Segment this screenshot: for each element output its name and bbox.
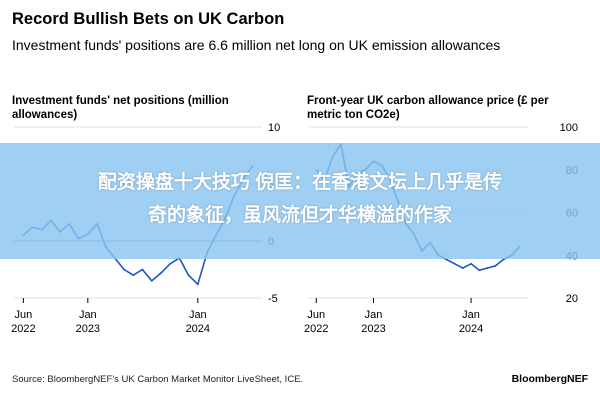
left-x-tick-label: 2023	[76, 323, 100, 335]
left-data-point	[187, 274, 190, 277]
left-data-point	[123, 268, 125, 271]
right-data-point	[494, 265, 497, 267]
left-x-tick-label: 2024	[186, 323, 210, 335]
overlay-banner: 配资操盘十大技巧 倪匡：在香港文坛上几乎是传 奇的象征，虽风流但才华横溢的作家	[0, 143, 600, 259]
left-data-point	[150, 280, 153, 282]
right-y-tick-label: 20	[566, 293, 578, 305]
right-x-tick-label: Jan	[365, 309, 383, 321]
right-data-point	[478, 269, 481, 272]
right-data-point	[461, 267, 464, 269]
left-x-tick-label: 2022	[11, 323, 35, 335]
right-data-point	[502, 258, 505, 261]
right-data-point	[486, 267, 489, 269]
left-x-tick-label: Jan	[79, 309, 97, 321]
left-x-tick-label: Jun	[14, 309, 32, 321]
left-data-point	[132, 274, 135, 277]
right-x-tick-label: Jan	[462, 309, 480, 321]
left-data-point	[169, 262, 171, 265]
right-data-point	[470, 262, 472, 265]
left-data-point	[160, 272, 162, 274]
right-x-tick-label: 2023	[361, 323, 385, 335]
left-panel-title: Investment funds' net positions (million…	[12, 95, 229, 121]
page-subtitle: Investment funds' positions are 6.6 mill…	[12, 37, 501, 53]
right-x-tick-label: 2024	[459, 323, 483, 335]
page-title: Record Bullish Bets on UK Carbon	[12, 10, 285, 28]
banner-line-2: 奇的象征，虽风流但才华横溢的作家	[147, 205, 452, 226]
brand-logo: BloombergNEF	[511, 373, 588, 385]
right-y-tick-label: 100	[560, 122, 578, 134]
left-x-tick-label: Jan	[189, 309, 207, 321]
left-data-point	[196, 283, 199, 286]
right-x-tick-label: 2022	[304, 323, 328, 335]
left-y-tick-label: -5	[268, 293, 278, 305]
right-data-point	[453, 262, 456, 265]
left-data-point	[141, 268, 144, 271]
right-panel-title: Front-year UK carbon allowance price (£ …	[307, 95, 549, 121]
source-note: Source: BloombergNEF's UK Carbon Market …	[12, 374, 304, 385]
left-y-tick-label: 10	[268, 122, 280, 134]
right-x-tick-label: Jun	[307, 309, 325, 321]
right-data-point	[445, 258, 448, 261]
banner-line-1: 配资操盘十大技巧 倪匡：在香港文坛上几乎是传	[97, 172, 503, 193]
